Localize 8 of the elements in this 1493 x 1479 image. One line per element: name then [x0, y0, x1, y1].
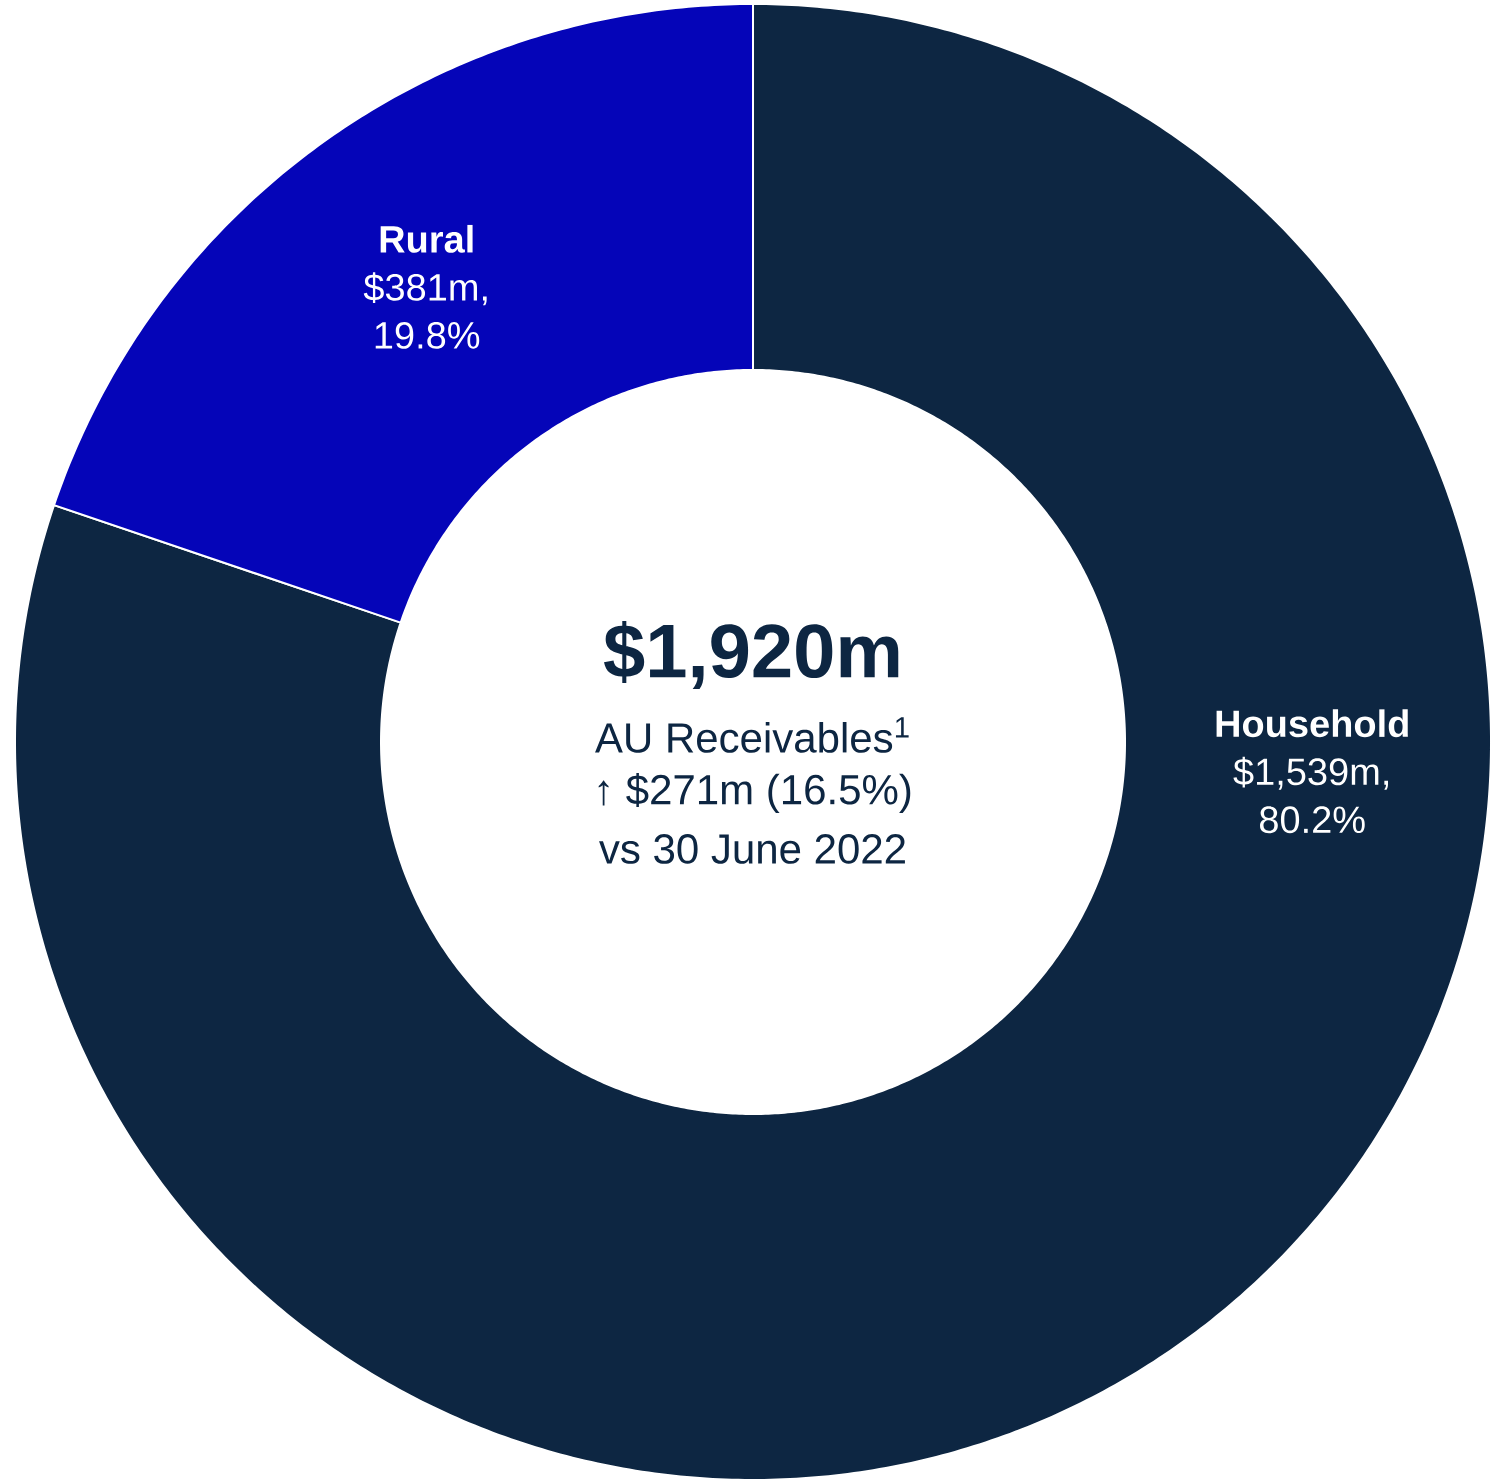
text: AU Receivables$^{1}$ — [595, 717, 909, 753]
text: $1,920m — [604, 620, 899, 690]
data-label: $1,539m, 80.2% — [1233, 756, 1388, 834]
slice-label: Household — [1216, 709, 1408, 738]
text: ↑ $271m (16.5%) — [598, 773, 911, 813]
slice-label: Rural — [380, 224, 473, 253]
text: vs 30 June 2022 — [599, 834, 905, 864]
data-label: $381m, 19.8% — [363, 272, 487, 349]
